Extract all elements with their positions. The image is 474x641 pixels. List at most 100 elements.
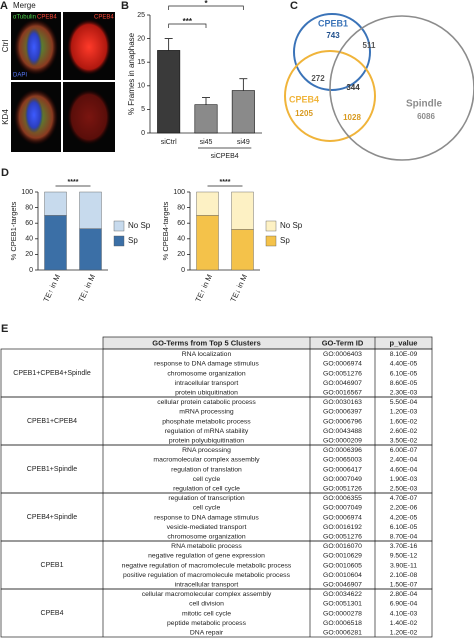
y-axis-label: % Frames in anaphase	[127, 32, 136, 115]
table-cell: RNA metabolic process	[171, 543, 242, 550]
table-cell: 4.40E-05	[390, 361, 418, 368]
table-cell: GO:0051276	[323, 533, 362, 540]
table-cell: GO:0000278	[323, 610, 362, 617]
table-cell: response to DNA damage stimulus	[154, 361, 259, 368]
y-tick-label: 100	[173, 189, 185, 196]
table-cell: negative regulation of gene expression	[148, 553, 265, 560]
table-cell: 4.60E-04	[390, 466, 418, 473]
bar-segment	[231, 229, 254, 271]
table-cell: GO:0046907	[323, 380, 362, 387]
significance-label: ****	[220, 179, 231, 186]
column-header: p_value	[390, 338, 418, 347]
stain-label: CPEB4	[37, 15, 57, 21]
venn-count: 511	[363, 41, 376, 50]
go-table: GO-Terms from Top 5 Clusters GO-Term ID p_…	[0, 336, 433, 638]
table-cell: 6.10E-05	[390, 370, 418, 377]
table-cell: intracellular transport	[175, 380, 239, 387]
table-cell: mRNA processing	[179, 409, 234, 416]
venn-set-label: Spindle	[406, 99, 443, 110]
venn-count: 1205	[295, 109, 313, 118]
table-cell: 6.10E-05	[390, 524, 418, 531]
panel-label: B	[121, 0, 129, 12]
legend-label: Sp	[280, 236, 290, 245]
row-label: Ctrl	[1, 40, 10, 53]
table-cell: peptide metabolic process	[167, 620, 247, 627]
bar-segment	[79, 191, 102, 229]
table-cell: 2.30E-03	[390, 389, 418, 396]
y-tick-label: 0	[29, 267, 33, 274]
table-cell: regulation of transcription	[168, 495, 245, 502]
y-tick-label: 25	[137, 12, 145, 19]
y-tick-label: 5	[141, 106, 145, 113]
table-cell: chromosome organization	[167, 533, 245, 540]
table-cell: 8.60E-05	[390, 380, 418, 387]
table-cell: RNA processing	[182, 447, 231, 454]
table-cell: 3.50E-02	[390, 437, 418, 444]
x-tick-label: si45	[200, 139, 213, 146]
table-cell: GO:0046907	[323, 581, 362, 588]
x-tick-label: siCtrl	[161, 139, 177, 146]
bar-segment	[196, 215, 219, 271]
venn-count: 272	[311, 74, 325, 83]
table-cell: 4.70E-07	[390, 495, 418, 502]
venn-circle	[293, 13, 371, 91]
cluster-label: CPEB4+Spindle	[27, 514, 78, 521]
panel-label: A	[0, 0, 8, 12]
table-cell: 6.00E-07	[390, 447, 418, 454]
table-cell: GO:0006397	[323, 409, 362, 416]
stain-label: DAPI	[13, 73, 27, 79]
table-cell: regulation of cell cycle	[173, 485, 240, 492]
table-cell: response to DNA damage stimulus	[154, 514, 259, 521]
table-cell: GO:0043488	[323, 428, 362, 435]
table-cell: 2.60E-02	[390, 428, 418, 435]
venn-count: 6086	[417, 112, 435, 121]
table-cell: GO:0000209	[323, 437, 362, 444]
bar-segment	[44, 191, 67, 216]
table-cell: GO:0016070	[323, 543, 362, 550]
y-tick-label: 80	[25, 204, 33, 211]
x-tick-label: si49	[237, 139, 250, 146]
x-tick-label: TE↓ in M	[76, 273, 97, 304]
table-cell: 3.90E-11	[390, 562, 417, 569]
column-header: GO-Term ID	[322, 338, 364, 347]
y-axis-label: % CPEB4-targets	[161, 201, 170, 260]
y-tick-label: 60	[177, 220, 185, 227]
table-cell: GO:0010605	[323, 562, 362, 569]
table-cell: 4.10E-03	[390, 610, 418, 617]
table-cell: cell cycle	[193, 476, 221, 483]
table-cell: cellular macromolecular complex assembly	[142, 591, 272, 598]
x-tick-label: TE↑ in M	[41, 273, 62, 304]
table-cell: 2.80E-04	[390, 591, 418, 598]
venn-circle	[284, 50, 376, 142]
table-cell: GO:0006281	[323, 629, 362, 636]
legend-label: Sp	[128, 236, 138, 245]
stain-label: αTubulin	[13, 15, 36, 21]
table-cell: negative regulation of macromolecule met…	[122, 562, 292, 569]
y-tick-label: 20	[137, 35, 145, 42]
table-cell: mitotic cell cycle	[182, 610, 231, 617]
table-cell: DNA repair	[190, 629, 224, 636]
table-cell: GO:0051276	[323, 370, 362, 377]
column-header: GO-Terms from Top 5 Clusters	[152, 338, 261, 347]
venn-count: 743	[326, 31, 340, 40]
table-cell: 2.50E-03	[390, 485, 418, 492]
table-cell: GO:0065003	[323, 457, 362, 464]
table-cell: GO:0030163	[323, 399, 362, 406]
table-cell: GO:0006518	[323, 620, 362, 627]
bar-segment	[44, 215, 67, 271]
y-tick-label: 15	[137, 59, 145, 66]
legend-swatch	[265, 220, 277, 232]
x-tick-label: TE↓ in M	[228, 273, 249, 304]
venn-set-label: CPEB4	[289, 94, 319, 104]
table-cell: 1.60E-02	[390, 418, 418, 425]
table-cell: GO:0007049	[323, 505, 362, 512]
cluster-label: CPEB4	[41, 610, 64, 617]
venn-count: 1028	[343, 113, 361, 122]
cell	[67, 89, 111, 145]
table-cell: vesicle-mediated transport	[167, 524, 247, 531]
table-cell: GO:0006796	[323, 418, 362, 425]
panel-label: C	[290, 0, 298, 12]
table-cell: GO:0007049	[323, 476, 362, 483]
table-cell: intracellular transport	[175, 581, 239, 588]
